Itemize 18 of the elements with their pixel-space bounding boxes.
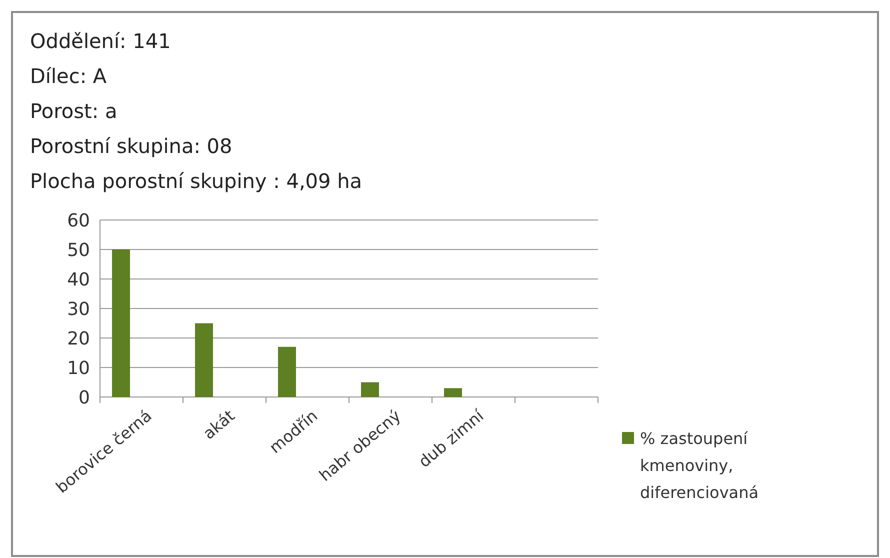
- legend-label: % zastoupení kmenoviny, diferenciovaná: [640, 429, 759, 502]
- bar: [361, 382, 379, 397]
- chart-title: Oddělení: 141: [30, 29, 171, 53]
- bar: [444, 388, 462, 397]
- text: Porost: a: [30, 99, 118, 123]
- bar: [278, 346, 296, 397]
- y-tick-label: 0: [78, 387, 90, 408]
- y-tick-label: 30: [67, 298, 90, 320]
- bar: [195, 323, 213, 397]
- text: Plocha porostní skupiny : 4,09 ha: [30, 169, 362, 193]
- y-tick-label: 50: [67, 240, 90, 261]
- bar: [112, 250, 130, 397]
- y-tick-label: 10: [67, 358, 90, 379]
- y-tick-label: 40: [67, 269, 90, 290]
- y-tick-label: 60: [67, 210, 90, 232]
- y-tick-label: 20: [67, 328, 90, 350]
- text: Dílec: A: [30, 64, 107, 88]
- text: Porostní skupina: 08: [30, 134, 232, 158]
